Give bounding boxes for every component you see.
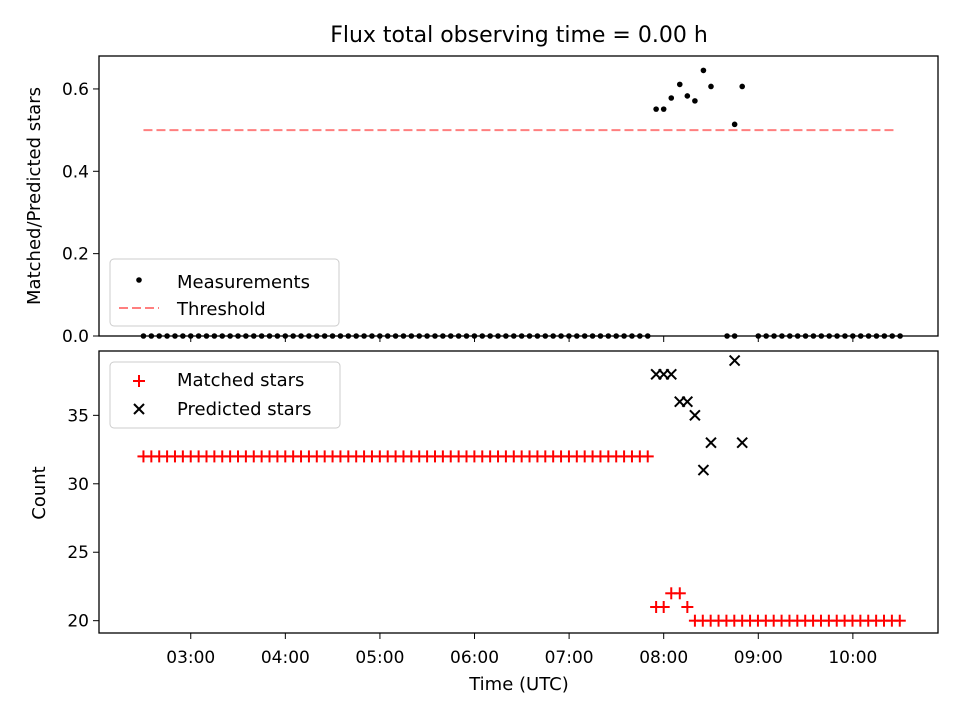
top-y-tick-label: 0.2 [62,245,89,265]
chart-title: Flux total observing time = 0.00 h [330,23,708,48]
legend-threshold-label: Threshold [176,299,266,320]
matched-star-point [673,587,686,600]
measurement-point [684,93,691,99]
x-tick-label: 04:00 [261,648,310,668]
predicted-star-point [705,437,717,449]
x-tick-label: 06:00 [450,648,499,668]
measurement-point [739,83,746,90]
bottom-marks [137,354,906,627]
top-x-ticks [190,336,854,342]
matched-star-point [657,600,670,613]
bottom-legend: Matched stars Predicted stars [109,361,341,429]
predicted-star-point [728,354,741,367]
top-y-ticks: 0.0 0.2 0.4 0.6 [62,80,99,347]
top-axes-frame [98,55,939,337]
x-tick-label: 09:00 [734,648,783,668]
measurement-point [731,121,738,128]
x-tick-label: 07:00 [545,648,594,668]
legend-matched-label: Matched stars [177,370,304,391]
top-y-tick-label: 0.4 [62,162,89,182]
bottom-y-tick-label: 30 [67,475,89,495]
legend-measurements-label: Measurements [177,272,310,293]
measurement-point [692,98,698,104]
top-y-tick-label: 0.6 [62,80,89,100]
measurement-point [708,83,714,90]
predicted-star-point [665,368,677,380]
bottom-y-tick-label: 20 [67,612,89,632]
measurement-point [660,106,667,112]
top-legend: Measurements Threshold [109,258,340,327]
bottom-legend-box [109,361,341,429]
x-tick-label: 05:00 [355,648,404,668]
legend-predicted-label: Predicted stars [177,399,311,420]
legend-predicted-marker [133,403,145,415]
bottom-y-axis-label: Count [29,466,50,519]
x-tick-label: 03:00 [166,648,215,668]
x-axis-label: Time (UTC) [468,674,569,695]
measurement-point [668,95,675,101]
measurement-point [653,106,659,112]
predicted-star-point [681,395,694,408]
bottom-y-tick-label: 35 [67,406,89,426]
bottom-y-ticks: 20 25 30 35 [67,406,99,632]
bottom-axes-frame [98,350,939,634]
legend-matched-marker [133,375,145,387]
bottom-x-ticks: 03:00 04:00 05:00 06:00 07:00 08:00 09:00 10:00 [166,633,877,668]
predicted-star-point [689,409,701,422]
bottom-y-tick-label: 25 [67,543,89,563]
matched-star-point [681,600,694,613]
matched-star-point [641,450,654,463]
top-y-axis-label: Matched/Predicted stars [24,87,45,305]
legend-measurements-marker [136,277,142,283]
top-panel: 0.0 0.2 0.4 0.6 Matched/Predicted stars Mea… [24,55,939,347]
x-tick-label: 10:00 [828,648,877,668]
predicted-star-point [736,437,748,449]
x-tick-label: 08:00 [639,648,688,668]
predicted-star-point [697,464,710,476]
matched-star-point [893,614,906,627]
measurement-point [700,67,707,74]
top-legend-box [109,258,340,327]
top-y-tick-label: 0.0 [62,327,89,347]
measurement-point [676,81,683,88]
